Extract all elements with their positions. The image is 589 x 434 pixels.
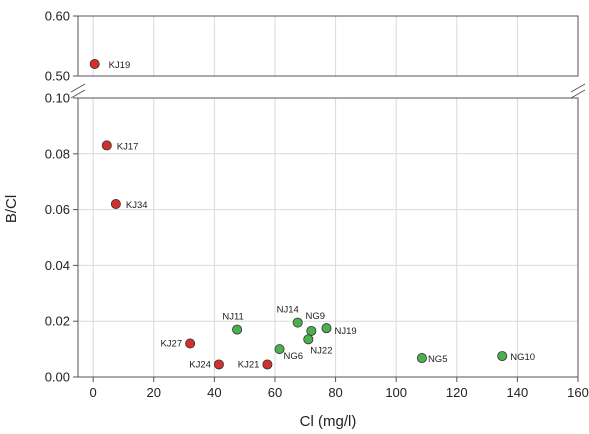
point-label: NJ11 <box>222 312 243 323</box>
point-label: NG10 <box>510 352 535 363</box>
point-label: KJ34 <box>126 200 148 211</box>
x-tick-label: 60 <box>268 385 282 400</box>
point-label: NG6 <box>284 351 304 362</box>
point-label: KJ27 <box>160 339 182 350</box>
point-label: NJ14 <box>277 305 299 316</box>
data-point <box>213 359 224 370</box>
data-point <box>303 334 314 345</box>
x-tick-label: 20 <box>147 385 161 400</box>
data-point <box>416 353 427 364</box>
data-point <box>262 359 273 370</box>
point-label: NG9 <box>306 311 326 322</box>
data-point <box>497 351 508 362</box>
point-label: KJ17 <box>117 141 139 152</box>
y-axis-title: B/Cl <box>3 195 20 223</box>
y-tick-label: 0.50 <box>45 69 70 84</box>
axis-ticks: 0 20 40 60 80 100 120 140 160 0.50 0.60 0.00 0.02 0.0… <box>45 9 589 401</box>
x-tick-label: 80 <box>328 385 342 400</box>
upper-panel-frame <box>77 15 579 77</box>
point-label: NJ19 <box>334 326 356 337</box>
data-point <box>321 323 332 334</box>
data-point <box>101 140 112 151</box>
axis-break-mark <box>70 83 86 93</box>
lower-panel-frame <box>77 97 579 378</box>
point-label: KJ21 <box>238 359 260 370</box>
point-label: KJ19 <box>109 60 131 71</box>
point-label: NG5 <box>428 354 448 365</box>
data-point <box>89 59 100 70</box>
x-tick-label: 160 <box>567 385 589 400</box>
x-tick-label: 40 <box>207 385 221 400</box>
y-tick-label: 0.06 <box>45 202 70 217</box>
y-tick-label: 0.08 <box>45 146 70 161</box>
point-label: KJ24 <box>189 359 211 370</box>
data-point <box>185 338 196 349</box>
x-axis-title: Cl (mg/l) <box>300 413 357 430</box>
axis-break-mark <box>570 83 586 93</box>
y-tick-label: 0.00 <box>45 370 70 385</box>
y-tick-label: 0.02 <box>45 314 70 329</box>
point-label: NJ22 <box>310 345 332 356</box>
axis-break-mark <box>70 89 86 99</box>
x-tick-label: 120 <box>446 385 468 400</box>
x-tick-label: 0 <box>90 385 97 400</box>
x-tick-label: 100 <box>385 385 407 400</box>
data-point <box>306 325 317 336</box>
axis-break-mark <box>570 89 586 99</box>
plot-frame <box>70 15 586 378</box>
data-point <box>110 199 121 210</box>
y-tick-label: 0.04 <box>45 258 70 273</box>
y-tick-label: 0.10 <box>45 91 70 106</box>
y-tick-label: 0.60 <box>45 9 70 24</box>
data-point <box>274 344 285 355</box>
data-point <box>232 324 243 335</box>
data-point <box>292 317 303 328</box>
data-points <box>89 59 508 370</box>
grid-lines <box>78 15 579 378</box>
x-tick-label: 140 <box>507 385 529 400</box>
